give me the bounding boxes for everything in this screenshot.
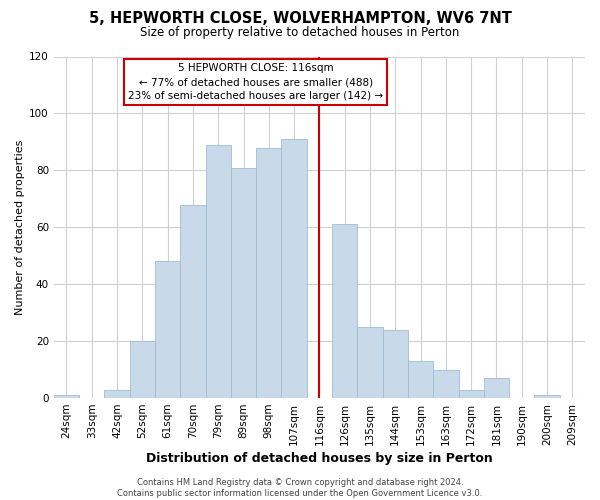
- Y-axis label: Number of detached properties: Number of detached properties: [15, 140, 25, 315]
- Text: Size of property relative to detached houses in Perton: Size of property relative to detached ho…: [140, 26, 460, 39]
- Text: 5, HEPWORTH CLOSE, WOLVERHAMPTON, WV6 7NT: 5, HEPWORTH CLOSE, WOLVERHAMPTON, WV6 7N…: [89, 11, 511, 26]
- Bar: [206, 144, 231, 398]
- Text: Contains HM Land Registry data © Crown copyright and database right 2024.
Contai: Contains HM Land Registry data © Crown c…: [118, 478, 482, 498]
- Bar: [433, 370, 458, 398]
- Bar: [408, 361, 433, 398]
- Bar: [458, 390, 484, 398]
- X-axis label: Distribution of detached houses by size in Perton: Distribution of detached houses by size …: [146, 452, 493, 465]
- Text: 5 HEPWORTH CLOSE: 116sqm
← 77% of detached houses are smaller (488)
23% of semi-: 5 HEPWORTH CLOSE: 116sqm ← 77% of detach…: [128, 64, 383, 102]
- Bar: [155, 262, 180, 398]
- Bar: [535, 395, 560, 398]
- Bar: [231, 168, 256, 398]
- Bar: [358, 327, 383, 398]
- Bar: [484, 378, 509, 398]
- Bar: [180, 204, 206, 398]
- Bar: [256, 148, 281, 398]
- Bar: [130, 341, 155, 398]
- Bar: [54, 395, 79, 398]
- Bar: [281, 139, 307, 398]
- Bar: [104, 390, 130, 398]
- Bar: [332, 224, 358, 398]
- Bar: [383, 330, 408, 398]
